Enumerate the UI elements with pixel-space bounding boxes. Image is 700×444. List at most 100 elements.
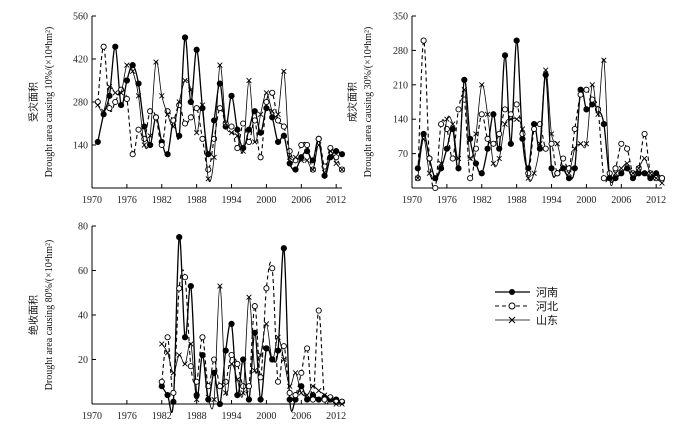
data-point [589, 82, 595, 88]
data-point [245, 383, 253, 390]
data-point [158, 378, 165, 385]
data-point [274, 378, 282, 385]
data-point [624, 145, 631, 152]
data-point [123, 77, 130, 84]
data-point [199, 135, 206, 142]
data-point [234, 392, 241, 399]
data-point [321, 169, 328, 176]
data-point [624, 160, 630, 167]
data-point [129, 68, 136, 75]
data-point [478, 111, 485, 118]
data-point [292, 154, 299, 161]
data-point [630, 170, 636, 176]
data-point [257, 374, 264, 381]
data-point [211, 154, 217, 161]
data-point [304, 157, 310, 164]
data-point [176, 132, 183, 139]
x-tick-label: 1976 [437, 195, 457, 206]
data-point [251, 303, 258, 310]
data-point [298, 141, 305, 149]
x-tick-label: 1970 [82, 411, 102, 422]
data-point [159, 341, 165, 347]
data-point [537, 141, 543, 147]
data-point [502, 121, 508, 127]
data-point [333, 401, 339, 407]
data-point [467, 135, 474, 142]
data-point [100, 43, 107, 50]
data-point [618, 170, 625, 177]
y-tick-label: 280 [393, 46, 408, 57]
data-point [525, 170, 532, 177]
data-point [240, 148, 246, 154]
data-point [455, 106, 462, 113]
data-point [513, 101, 520, 108]
legend-label: 河北 [536, 300, 558, 313]
data-point [170, 389, 177, 396]
data-point [251, 117, 258, 124]
data-point [164, 392, 171, 399]
x-tick-label: 2006 [291, 411, 311, 422]
data-point [181, 120, 189, 127]
data-point [147, 108, 154, 115]
data-point [245, 126, 253, 133]
data-point [135, 93, 142, 99]
data-point [496, 130, 503, 137]
data-point [234, 360, 241, 368]
data-point [501, 52, 509, 59]
x-tick-label: 2000 [576, 195, 596, 206]
data-point [467, 155, 473, 162]
data-point [153, 59, 159, 65]
x-tick-label: 1982 [152, 195, 172, 206]
data-point [548, 140, 555, 147]
data-point [508, 116, 514, 122]
data-point [315, 307, 322, 314]
data-point [95, 102, 101, 108]
y-tick-label: 560 [73, 12, 88, 23]
data-point [275, 111, 281, 118]
data-point [501, 106, 509, 113]
data-point [193, 46, 200, 53]
data-point [141, 123, 148, 130]
data-point [124, 62, 130, 68]
data-point [420, 37, 427, 44]
data-point [100, 108, 107, 114]
y-axis-label: 绝收面积 Drought area causing 80%/(×10⁴hm²) [27, 240, 55, 391]
data-point [327, 148, 334, 154]
data-point [415, 175, 421, 181]
legend-item-3: 山东 [495, 314, 558, 327]
data-point [164, 111, 171, 118]
data-point [141, 135, 148, 142]
y-axis-label-cn: 受灾面积 [27, 82, 40, 122]
data-point [147, 133, 153, 139]
data-point [647, 175, 654, 182]
data-point [298, 157, 305, 164]
data-point [164, 151, 171, 158]
data-point [490, 111, 497, 118]
legend-item-1: 河南 [495, 286, 558, 299]
data-point [286, 154, 293, 161]
chart-panel-2: 70 140 210 280 350 1970 1976 1982 1988 1994 2000 20… [346, 12, 666, 207]
data-point [240, 390, 246, 396]
data-point [310, 383, 316, 389]
x-tick-label: 2000 [256, 411, 276, 422]
x-tick-label: 2006 [291, 195, 311, 206]
data-point [211, 356, 218, 363]
data-point [560, 165, 566, 172]
data-point [234, 376, 241, 383]
data-point [455, 165, 462, 172]
data-point [234, 126, 241, 133]
data-point [484, 145, 491, 152]
data-point [641, 155, 648, 162]
y-tick-label: 60 [78, 266, 88, 277]
data-point [490, 140, 497, 147]
data-point [257, 129, 264, 136]
x-tick-label: 2012 [326, 411, 346, 422]
data-point [304, 345, 311, 352]
data-point [339, 166, 345, 173]
data-point [123, 95, 130, 102]
legend-marker [509, 289, 515, 295]
data-point [443, 145, 450, 152]
data-point [600, 175, 607, 182]
x-tick-label: 2012 [326, 195, 346, 206]
y-axis-label-cn: 成灾面积 [346, 82, 359, 122]
